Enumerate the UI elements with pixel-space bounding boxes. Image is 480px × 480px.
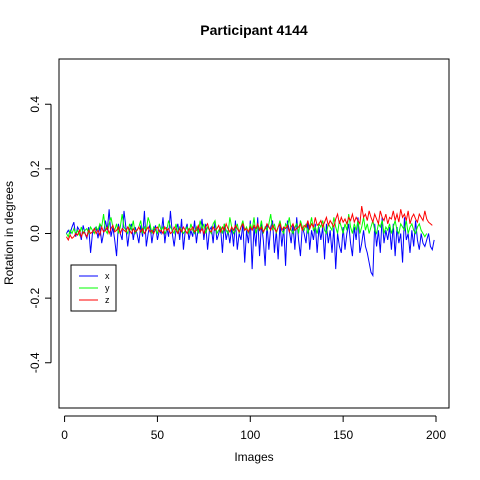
y-tick-label: -0.4	[28, 352, 42, 373]
x-tick-label: 100	[240, 428, 260, 442]
series-line-x	[65, 209, 435, 278]
series-layer	[65, 205, 435, 278]
y-axis-label: Rotation in degrees	[2, 181, 16, 285]
x-tick-label: 150	[333, 428, 353, 442]
y-axis: -0.4 -0.2 0.0 0.2 0.4	[28, 96, 52, 373]
y-tick-label: 0.4	[28, 96, 42, 113]
legend: xyz	[70, 264, 117, 312]
legend-label-y: y	[105, 283, 110, 293]
y-tick-label: -0.2	[28, 287, 42, 308]
chart-title: Participant 4144	[200, 22, 308, 38]
plot-frame	[58, 58, 450, 409]
y-tick-label: 0.2	[28, 160, 42, 177]
x-axis: 0 50 100 150 200	[61, 415, 446, 442]
x-tick-label: 0	[61, 428, 68, 442]
x-tick-label: 200	[426, 428, 446, 442]
y-tick-label: 0.0	[28, 225, 42, 242]
legend-label-x: x	[105, 271, 110, 281]
x-axis-label: Images	[234, 450, 273, 464]
x-tick-label: 50	[151, 428, 165, 442]
series-line-z	[65, 205, 433, 242]
legend-label-z: z	[105, 295, 110, 305]
